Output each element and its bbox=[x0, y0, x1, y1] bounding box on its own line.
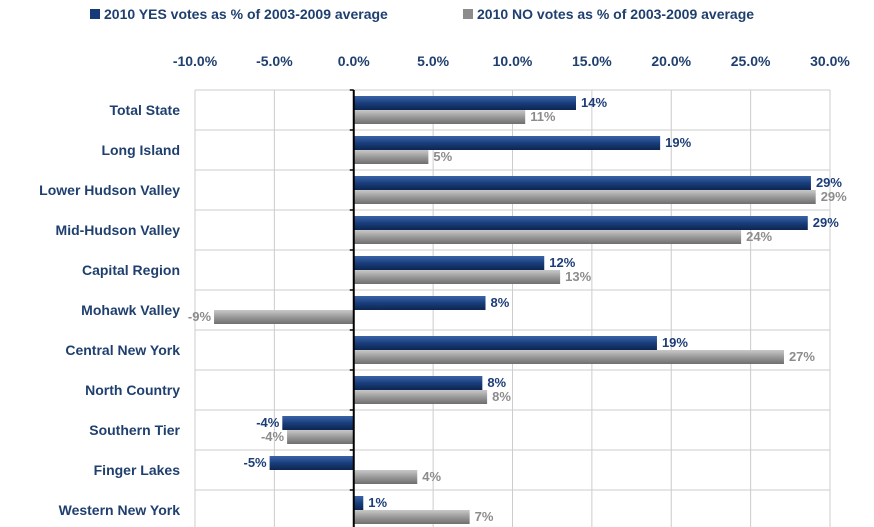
data-label-no: -4% bbox=[261, 429, 285, 444]
category-label: Finger Lakes bbox=[94, 462, 181, 478]
bar-no bbox=[353, 390, 488, 404]
data-label-no: 7% bbox=[475, 509, 494, 524]
bar-no bbox=[353, 470, 418, 484]
bar-yes bbox=[353, 496, 364, 510]
legend-label-yes: 2010 YES votes as % of 2003-2009 average bbox=[104, 6, 388, 22]
legend-swatch-yes bbox=[90, 9, 100, 19]
x-tick-label: 30.0% bbox=[810, 53, 850, 69]
data-label-no: 11% bbox=[530, 109, 556, 124]
data-labels: 14%11%19%5%29%29%29%24%12%13%8%-9%19%27%… bbox=[188, 95, 847, 524]
bar-no bbox=[353, 150, 429, 164]
category-label: Southern Tier bbox=[89, 422, 180, 438]
data-label-yes: 29% bbox=[816, 175, 842, 190]
x-tick-label: 0.0% bbox=[338, 53, 370, 69]
bar-yes bbox=[353, 256, 545, 270]
bar-yes bbox=[282, 416, 354, 430]
bar-yes bbox=[353, 216, 808, 230]
category-label: North Country bbox=[85, 382, 180, 398]
data-label-no: 27% bbox=[789, 349, 815, 364]
bar-no bbox=[214, 310, 354, 324]
bar-yes bbox=[353, 296, 486, 310]
data-label-no: 4% bbox=[422, 469, 441, 484]
category-label: Total State bbox=[109, 102, 180, 118]
category-labels: Total State Long Island Lower Hudson Valle… bbox=[39, 102, 180, 518]
legend: 2010 YES votes as % of 2003-2009 average… bbox=[90, 6, 754, 22]
legend-label-no: 2010 NO votes as % of 2003-2009 average bbox=[477, 6, 754, 22]
data-label-no: 13% bbox=[565, 269, 591, 284]
bar-no bbox=[353, 110, 526, 124]
bar-no bbox=[353, 230, 742, 244]
data-label-no: 29% bbox=[821, 189, 847, 204]
data-label-yes: -5% bbox=[243, 455, 267, 470]
data-label-yes: 19% bbox=[662, 335, 688, 350]
bar-yes bbox=[269, 456, 354, 470]
bar-no bbox=[353, 270, 561, 284]
data-label-yes: -4% bbox=[256, 415, 280, 430]
bar-yes bbox=[353, 136, 661, 150]
category-label: Capital Region bbox=[82, 262, 180, 278]
category-label: Mid-Hudson Valley bbox=[56, 222, 181, 238]
bar-yes bbox=[353, 96, 576, 110]
data-label-yes: 8% bbox=[487, 375, 506, 390]
x-tick-label: -10.0% bbox=[173, 53, 218, 69]
data-label-yes: 29% bbox=[813, 215, 839, 230]
x-tick-label: 20.0% bbox=[651, 53, 691, 69]
data-label-no: 8% bbox=[492, 389, 511, 404]
category-label: Long Island bbox=[101, 142, 180, 158]
x-axis-ticks: -10.0% -5.0% 0.0% 5.0% 10.0% 15.0% 20.0% 25.0% 3… bbox=[173, 53, 851, 69]
bar-no bbox=[353, 350, 784, 364]
legend-swatch-no bbox=[463, 9, 473, 19]
bar-yes bbox=[353, 376, 483, 390]
x-tick-label: 15.0% bbox=[572, 53, 612, 69]
bars bbox=[214, 96, 816, 524]
data-label-no: -9% bbox=[188, 309, 212, 324]
bar-yes bbox=[353, 336, 657, 350]
bar-no bbox=[353, 190, 816, 204]
data-label-yes: 1% bbox=[368, 495, 387, 510]
x-tick-label: -5.0% bbox=[256, 53, 293, 69]
bar-no bbox=[353, 510, 470, 524]
data-label-no: 24% bbox=[746, 229, 772, 244]
bar-yes bbox=[353, 176, 811, 190]
data-label-yes: 19% bbox=[665, 135, 691, 150]
zero-axis bbox=[349, 89, 355, 527]
data-label-yes: 14% bbox=[581, 95, 607, 110]
x-tick-label: 5.0% bbox=[417, 53, 449, 69]
category-label: Western New York bbox=[59, 502, 181, 518]
category-label: Central New York bbox=[65, 342, 180, 358]
bar-no bbox=[287, 430, 354, 444]
data-label-no: 5% bbox=[433, 149, 452, 164]
grid bbox=[194, 89, 831, 527]
x-tick-label: 10.0% bbox=[493, 53, 533, 69]
data-label-yes: 8% bbox=[491, 295, 510, 310]
x-tick-label: 25.0% bbox=[731, 53, 771, 69]
category-label: Mohawk Valley bbox=[81, 302, 180, 318]
data-label-yes: 12% bbox=[549, 255, 575, 270]
category-label: Lower Hudson Valley bbox=[39, 182, 180, 198]
